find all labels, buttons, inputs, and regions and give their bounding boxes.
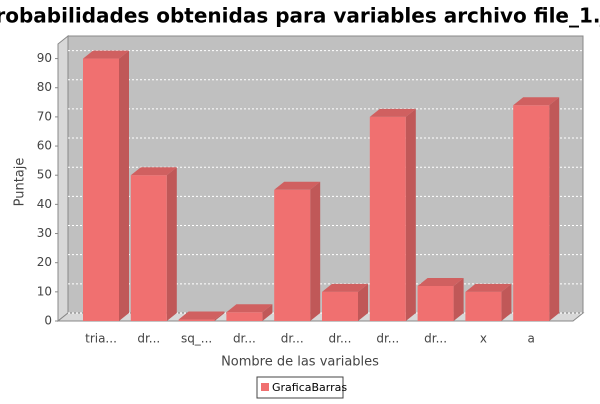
- bar-side: [214, 311, 225, 321]
- y-tick-label: 20: [37, 255, 52, 269]
- x-tick-label: dr...: [281, 332, 304, 346]
- bar-top: [417, 278, 464, 287]
- bar-top: [465, 283, 512, 292]
- bar: [513, 105, 550, 321]
- bar-top: [83, 50, 129, 59]
- bar-side: [262, 304, 273, 321]
- bar-side: [358, 283, 368, 321]
- bar: [322, 291, 358, 321]
- legend: [256, 376, 344, 399]
- bar-side: [166, 167, 177, 321]
- bar-top: [226, 304, 273, 313]
- y-tick-label: 30: [37, 226, 52, 240]
- bar-top: [322, 283, 368, 292]
- legend-label: GraficaBarras: [272, 381, 347, 394]
- bar-top: [130, 167, 177, 176]
- y-tick-label: 50: [37, 168, 52, 182]
- chart-title: "Probabilidades obtenidas para variables…: [0, 4, 600, 28]
- bar-top: [513, 97, 560, 106]
- y-tick-label: 10: [37, 284, 52, 298]
- bar: [226, 312, 263, 321]
- x-tick-label: x: [480, 332, 487, 346]
- x-tick-label: dr...: [424, 332, 447, 346]
- bar: [274, 189, 311, 321]
- bar: [83, 58, 119, 321]
- bar: [178, 319, 215, 321]
- x-axis-title: Nombre de las variables: [221, 355, 379, 370]
- bar-side: [310, 181, 321, 321]
- x-tick-label: a: [528, 332, 535, 346]
- x-tick-label: dr...: [233, 332, 256, 346]
- bar-side: [549, 97, 560, 321]
- bar: [465, 291, 502, 321]
- bar: [130, 175, 167, 321]
- bar: [417, 286, 454, 321]
- y-tick-label: 60: [37, 139, 52, 153]
- x-tick-label: dr...: [137, 332, 160, 346]
- y-tick-label: 80: [37, 80, 52, 94]
- bar-side: [119, 50, 129, 321]
- bar-top: [274, 181, 321, 190]
- x-tick-label: dr...: [329, 332, 352, 346]
- legend-swatch: [261, 383, 269, 391]
- bar-top: [178, 311, 225, 320]
- y-tick-label: 40: [37, 197, 52, 211]
- y-tick-label: 90: [37, 51, 52, 65]
- bar-side: [501, 283, 512, 321]
- bar: [369, 116, 406, 321]
- bar-top: [369, 108, 416, 117]
- y-tick-label: 70: [37, 109, 52, 123]
- bar-side: [453, 278, 464, 321]
- x-tick-label: tria...: [85, 332, 117, 346]
- x-tick-label: sq_...: [181, 332, 212, 346]
- y-tick-label: 0: [44, 314, 52, 328]
- y-axis-title: Puntaje: [13, 158, 28, 207]
- left-wall: [57, 34, 69, 323]
- bar-side: [405, 108, 416, 321]
- x-tick-label: dr...: [376, 332, 399, 346]
